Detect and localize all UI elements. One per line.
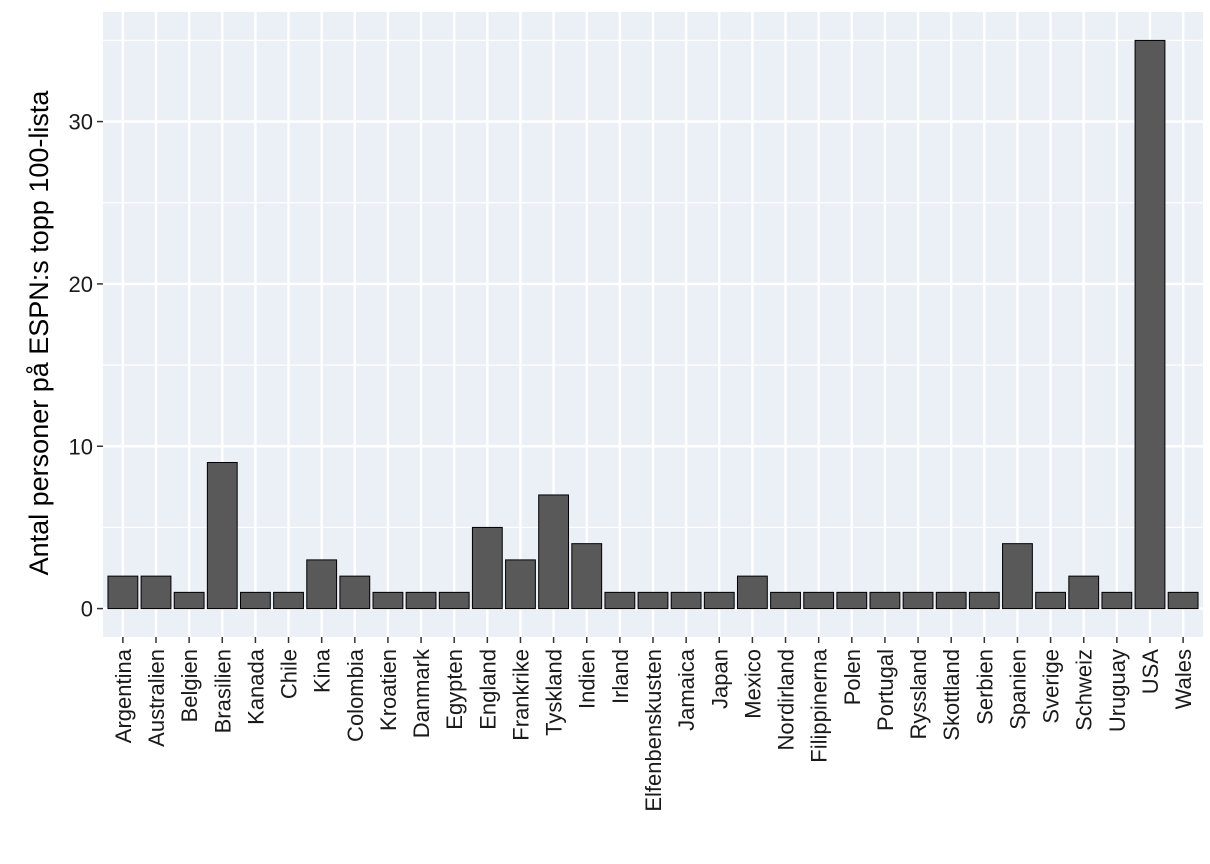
bar-jamaica: [670, 591, 702, 610]
bar-egypten: [438, 591, 470, 610]
x-tick-label: Schweiz: [1072, 649, 1097, 731]
x-tick-label: Indien: [575, 649, 600, 709]
x-tick-label: Mexico: [740, 649, 765, 719]
bar-australien: [140, 575, 172, 610]
x-tick-label: Chile: [277, 649, 302, 699]
x-tick-label: Belgien: [177, 649, 202, 722]
x-tick-label: Kanada: [243, 648, 268, 725]
x-tick-label: Spanien: [1005, 649, 1030, 730]
x-tick-label: Australien: [144, 649, 169, 747]
bar-nordirland: [770, 591, 801, 610]
bar-japan: [703, 591, 735, 610]
bar-spanien: [1002, 543, 1033, 610]
bar-usa: [1134, 39, 1166, 610]
bar-sverige: [1035, 591, 1066, 610]
x-tick-label: England: [475, 649, 500, 730]
bar-mexico: [736, 575, 768, 610]
x-tick-label: Serbien: [972, 649, 997, 725]
x-tick-label: Tyskland: [542, 649, 567, 736]
x-tick-label: Portugal: [873, 649, 898, 731]
bar-danmark: [405, 591, 437, 610]
bar-elfenbenskusten: [637, 591, 669, 610]
x-tick-label: Skottland: [939, 649, 964, 741]
bar-serbien: [968, 591, 1000, 610]
x-tick-label: Wales: [1171, 649, 1196, 709]
x-tick-label: Kina: [310, 648, 335, 693]
bar-ryssland: [902, 591, 934, 610]
y-tick-label: 0: [81, 597, 93, 622]
x-tick-label: Frankrike: [508, 649, 533, 741]
x-tick-label: Brasilien: [210, 649, 235, 733]
bar-indien: [571, 543, 603, 610]
x-tick-label: Egypten: [442, 649, 467, 730]
bar-argentina: [107, 575, 139, 610]
bar-colombia: [339, 575, 371, 610]
bar-filippinerna: [803, 591, 835, 610]
x-tick-label: Danmark: [409, 648, 434, 738]
x-tick-label: Polen: [840, 649, 865, 705]
bars-group: [107, 39, 1199, 610]
bar-kroatien: [372, 591, 404, 610]
x-tick-label: Sverige: [1039, 649, 1064, 724]
bar-tyskland: [538, 494, 570, 610]
x-tick-label: Nordirland: [774, 649, 799, 751]
bar-belgien: [173, 591, 205, 610]
bar-portugal: [869, 591, 901, 610]
y-tick-label: 20: [69, 272, 93, 297]
x-tick-label: Elfenbenskusten: [641, 649, 666, 812]
bar-schweiz: [1068, 575, 1100, 610]
bar-polen: [836, 591, 868, 610]
bar-chile: [273, 591, 304, 610]
x-tick-label: USA: [1138, 649, 1163, 695]
x-tick-label: Argentina: [111, 648, 136, 743]
bar-uruguay: [1101, 591, 1133, 610]
bar-england: [471, 526, 503, 610]
bar-brasilien: [206, 461, 238, 610]
bar-frankrike: [505, 559, 536, 610]
bar-skottland: [935, 591, 967, 610]
bar-irland: [604, 591, 636, 610]
bar-wales: [1167, 591, 1199, 610]
bar-kanada: [240, 591, 271, 610]
x-tick-label: Colombia: [343, 648, 368, 742]
y-tick-label: 30: [69, 110, 93, 135]
x-tick-label: Filippinerna: [807, 648, 832, 762]
x-axis: Argentina Australien Belgien Brasilien Kanad…: [111, 637, 1196, 812]
x-tick-label: Uruguay: [1105, 649, 1130, 732]
y-axis: 0 10 20 30: [69, 110, 103, 622]
x-tick-label: Jamaica: [674, 648, 699, 731]
y-tick-label: 10: [69, 434, 93, 459]
x-tick-label: Kroatien: [376, 649, 401, 731]
x-tick-label: Irland: [608, 649, 633, 704]
y-axis-title: Antal personer på ESPN:s topp 100-lista: [24, 90, 54, 576]
x-tick-label: Ryssland: [906, 649, 931, 739]
x-tick-label: Japan: [707, 649, 732, 709]
bar-kina: [306, 559, 338, 610]
